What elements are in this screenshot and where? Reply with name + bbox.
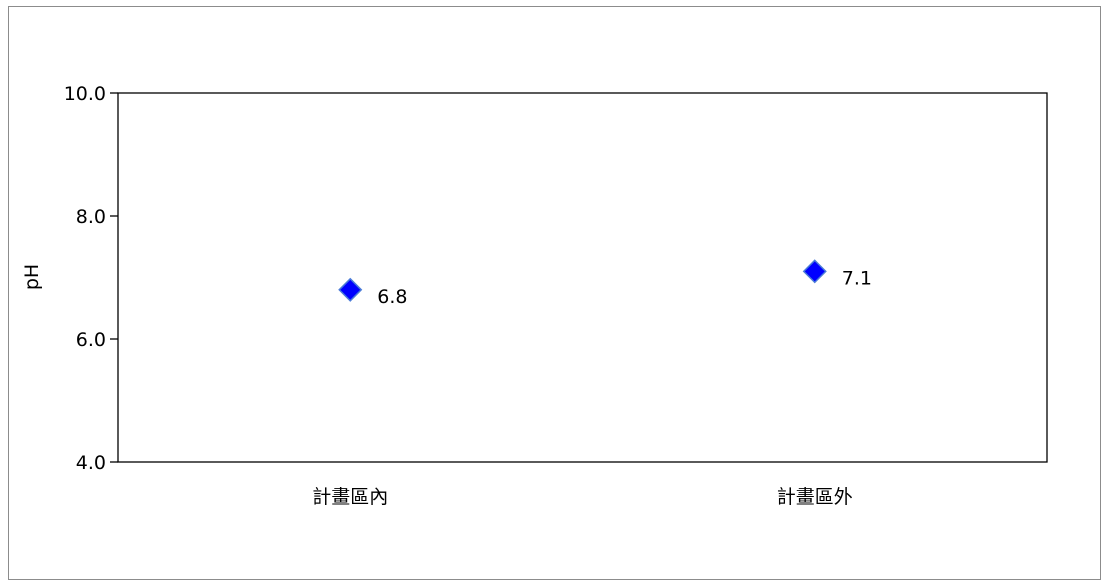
y-axis-title: pH	[21, 264, 43, 290]
data-labels: 6.8 7.1	[377, 267, 872, 307]
y-tick-label: 8.0	[76, 206, 106, 228]
x-category-label: 計畫區內	[312, 486, 388, 508]
y-axis-ticks: 4.0 6.0 8.0 10.0	[64, 83, 118, 474]
data-value-label: 6.8	[377, 286, 407, 308]
data-point-marker	[802, 259, 827, 284]
y-tick-label: 10.0	[64, 83, 106, 105]
y-tick-label: 4.0	[76, 452, 106, 474]
plot-area	[117, 92, 1048, 463]
data-point-marker	[338, 277, 363, 302]
x-axis-labels: 計畫區內 計畫區外	[312, 486, 853, 508]
data-points	[338, 259, 827, 302]
y-tick-label: 6.0	[76, 329, 106, 351]
data-value-label: 7.1	[842, 267, 872, 289]
x-category-label: 計畫區外	[777, 486, 853, 508]
